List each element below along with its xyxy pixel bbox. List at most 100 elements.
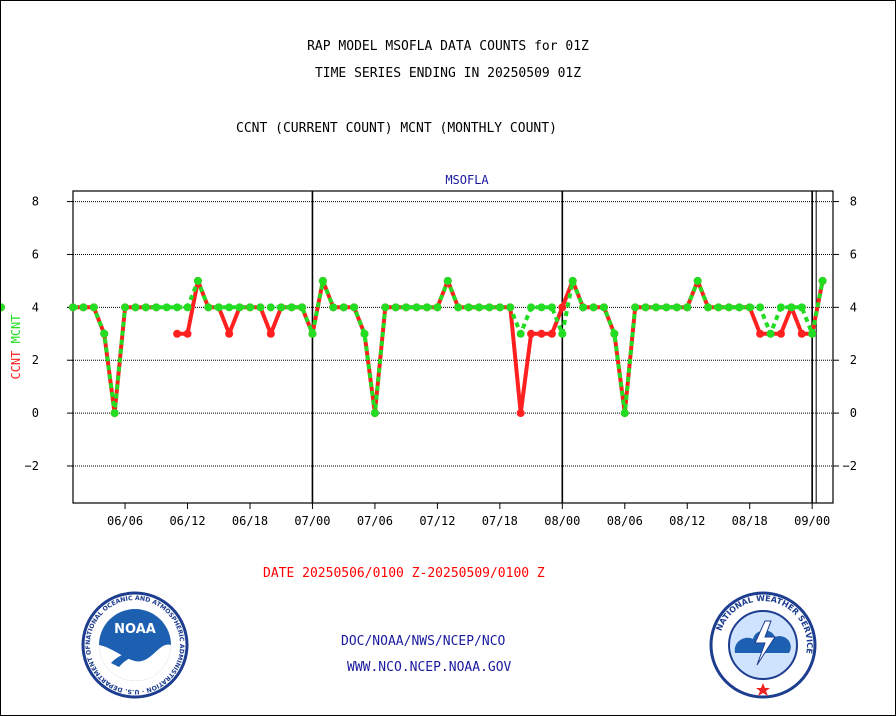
x-tick-label: 06/18	[232, 514, 268, 528]
mcnt-point	[683, 303, 692, 312]
y-tick-label-right: 4	[850, 300, 857, 314]
x-tick-label: 08/06	[607, 514, 643, 528]
nws-logo-icon: NATIONAL WEATHER SERVICE	[709, 591, 817, 699]
mcnt-point	[558, 329, 567, 338]
x-tick-label: 08/00	[544, 514, 580, 528]
ccnt-point	[516, 409, 525, 418]
mcnt-point	[402, 303, 411, 312]
mcnt-point	[121, 303, 130, 312]
mcnt-point	[433, 303, 442, 312]
mcnt-point	[808, 329, 817, 338]
chart-title: MSOFLA	[445, 173, 489, 187]
mcnt-point	[141, 303, 150, 312]
mcnt-point	[704, 303, 713, 312]
x-tick-label: 06/06	[107, 514, 143, 528]
mcnt-point	[756, 303, 765, 312]
mcnt-point	[329, 303, 338, 312]
ccnt-point	[547, 329, 556, 338]
x-tick-label: 07/18	[482, 514, 518, 528]
mcnt-point	[422, 303, 431, 312]
mcnt-point	[527, 303, 536, 312]
mcnt-point	[766, 329, 775, 338]
mcnt-point	[776, 303, 785, 312]
mcnt-point	[339, 303, 348, 312]
mcnt-point	[225, 303, 234, 312]
mcnt-point	[662, 303, 671, 312]
website-link[interactable]: WWW.NCO.NCEP.NOAA.GOV	[347, 660, 512, 675]
mcnt-point	[547, 303, 556, 312]
mcnt-point	[693, 276, 702, 285]
y-tick-label: 6	[32, 247, 39, 261]
y-tick-label-right: 6	[850, 247, 857, 261]
ccnt-point	[266, 329, 275, 338]
ccnt-point	[225, 329, 234, 338]
mcnt-point	[204, 303, 213, 312]
mcnt-point	[412, 303, 421, 312]
ccnt-point	[756, 329, 765, 338]
ccnt-point	[776, 329, 785, 338]
noaa-logo-icon: NATIONAL OCEANIC AND ATMOSPHERIC ADMINIS…	[81, 591, 189, 699]
noaa-logo-text: NOAA	[114, 622, 156, 637]
ccnt-line	[177, 278, 825, 416]
mcnt-point	[131, 303, 140, 312]
mcnt-point	[308, 329, 317, 338]
mcnt-point	[298, 303, 307, 312]
x-tick-label: 07/00	[294, 514, 330, 528]
y-label-mcnt: MCNT	[9, 314, 23, 343]
mcnt-line	[73, 278, 825, 416]
mcnt-point	[506, 303, 515, 312]
mcnt-point	[745, 303, 754, 312]
mcnt-point	[787, 303, 796, 312]
mcnt-point	[391, 303, 400, 312]
ccnt-point	[797, 329, 806, 338]
mcnt-point	[173, 303, 182, 312]
mcnt-point	[152, 303, 161, 312]
mcnt-point	[724, 303, 733, 312]
mcnt-point	[485, 303, 494, 312]
mcnt-point	[350, 303, 359, 312]
mcnt-point	[193, 276, 202, 285]
mcnt-point	[381, 303, 390, 312]
mcnt-point	[287, 303, 296, 312]
mcnt-point	[360, 329, 369, 338]
y-tick-label: 8	[32, 195, 39, 209]
org-path: DOC/NOAA/NWS/NCEP/NCO	[341, 634, 506, 649]
date-range: DATE 20250506/0100 Z-20250509/0100 Z	[263, 566, 545, 581]
header-line-2: TIME SERIES ENDING IN 20250509 01Z	[314, 66, 582, 81]
plot-area	[72, 190, 834, 504]
y-axis-label: CCNT MCNT	[9, 314, 23, 379]
mcnt-point	[370, 409, 379, 418]
y-label-ccnt: CCNT	[9, 343, 23, 379]
mcnt-point	[537, 303, 546, 312]
x-tick-label: 06/12	[169, 514, 205, 528]
mcnt-point	[162, 303, 171, 312]
mcnt-point	[464, 303, 473, 312]
mcnt-point	[235, 303, 244, 312]
mcnt-point	[610, 329, 619, 338]
ccnt-point	[527, 329, 536, 338]
x-tick-label: 08/18	[732, 514, 768, 528]
header-line-3: CCNT (CURRENT COUNT) MCNT (MONTHLY COUNT…	[236, 121, 557, 136]
mcnt-point	[672, 303, 681, 312]
y-tick-label-right: 2	[850, 353, 857, 367]
mcnt-point	[245, 303, 254, 312]
mcnt-point	[256, 303, 265, 312]
mcnt-point	[266, 303, 275, 312]
mcnt-point	[652, 303, 661, 312]
mcnt-point	[631, 303, 640, 312]
mcnt-point	[475, 303, 484, 312]
y-tick-label-right: 0	[850, 406, 857, 420]
mcnt-point	[1, 303, 5, 312]
mcnt-point	[443, 276, 452, 285]
mcnt-point	[599, 303, 608, 312]
mcnt-point	[69, 303, 77, 312]
mcnt-point	[318, 276, 327, 285]
y-tick-label: 2	[32, 353, 39, 367]
y-tick-label-right: 8	[850, 195, 857, 209]
mcnt-point	[79, 303, 88, 312]
y-tick-label: −2	[25, 459, 39, 473]
mcnt-point	[214, 303, 223, 312]
mcnt-point	[495, 303, 504, 312]
